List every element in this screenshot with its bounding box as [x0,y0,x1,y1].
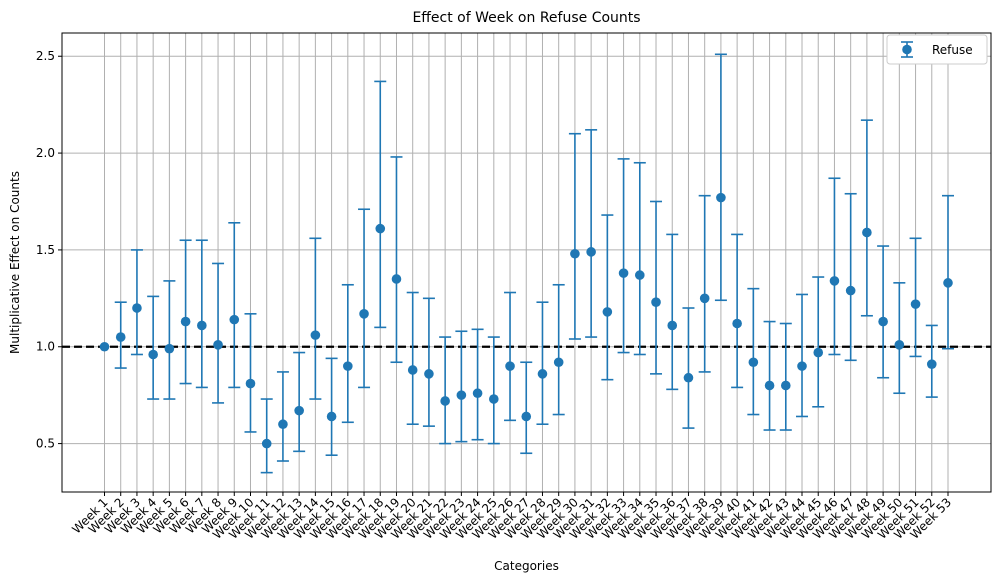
data-point [667,320,678,331]
data-point [424,369,434,379]
data-point [375,223,386,234]
data-point [813,347,824,358]
data-point [683,372,694,383]
data-point [699,293,710,304]
data-point [910,299,921,309]
data-point [618,268,629,278]
data-point [359,309,369,319]
data-point [943,278,953,288]
data-point [294,405,304,416]
data-point [797,361,807,371]
data-point [164,343,175,354]
data-point [878,316,888,327]
y-tick-label: 2.0 [36,146,55,160]
y-tick-label: 1.0 [36,340,55,354]
data-point [391,274,402,284]
y-tick-label: 2.5 [36,49,55,63]
data-point [489,394,499,404]
legend-label: Refuse [932,43,973,57]
data-point [278,419,288,430]
data-point [407,365,418,375]
x-axis-label: Categories [494,559,559,573]
data-point [829,276,840,286]
data-layer [99,53,954,474]
data-point [537,369,548,379]
data-point [845,285,856,296]
data-point [602,307,613,317]
legend: Refuse [886,34,988,65]
data-point [440,396,450,406]
data-point [862,227,872,238]
y-tick-label: 0.5 [36,437,55,451]
data-point [245,378,256,389]
y-ticks: 0.5 1.0 1.5 2.0 2.5 [36,49,62,451]
data-point [456,390,467,400]
data-point [229,314,240,325]
data-point [586,247,596,257]
data-point [764,380,775,391]
data-point [326,411,337,422]
legend-point [902,44,912,55]
data-point [197,320,207,331]
data-point [261,438,272,449]
data-point [926,359,937,369]
data-point [553,357,564,368]
data-point [310,330,321,340]
data-point [894,340,905,350]
y-axis-label: Multiplicative Effect on Counts [8,171,22,354]
data-point [213,340,223,350]
data-point [732,318,742,329]
data-point [343,361,353,371]
data-point [99,341,110,352]
data-point [521,411,532,422]
data-point [780,380,791,391]
data-point [148,349,158,360]
data-point [748,357,759,368]
data-point [505,361,515,371]
data-point [716,192,726,203]
data-point [180,316,191,327]
data-point [132,303,142,313]
legend-marker [901,41,913,58]
data-point [651,297,661,308]
data-point [634,270,645,280]
y-tick-label: 1.5 [36,243,55,257]
data-point [570,248,580,259]
data-point [115,332,126,342]
chart-title: Effect of Week on Refuse Counts [412,10,640,26]
data-point [472,388,483,399]
